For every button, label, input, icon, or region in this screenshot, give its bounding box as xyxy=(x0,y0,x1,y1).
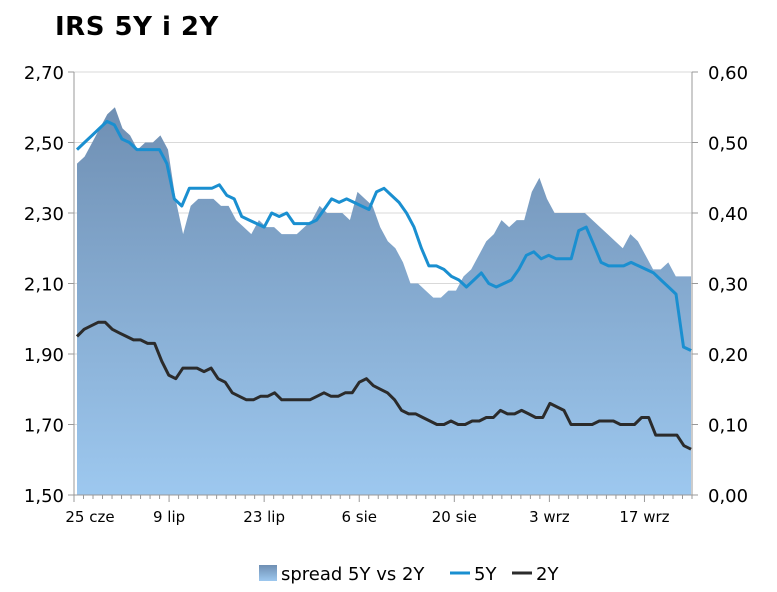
spread-area-series xyxy=(77,107,691,495)
y-right-tick-label: 0,40 xyxy=(708,204,748,225)
y-left-tick-label: 2,30 xyxy=(24,204,64,225)
chart-title: IRS 5Y i 2Y xyxy=(55,12,219,42)
y-left-tick-label: 2,10 xyxy=(24,275,64,296)
y-right-tick-label: 0,50 xyxy=(708,134,748,155)
y-right-tick-label: 0,60 xyxy=(708,63,748,84)
y-left-tick-label: 2,70 xyxy=(24,63,64,84)
y-left-tick-label: 1,90 xyxy=(24,345,64,366)
x-tick-label: 6 sie xyxy=(341,508,377,526)
y-right-tick-label: 0,00 xyxy=(708,486,748,507)
line-2y xyxy=(75,320,692,451)
x-tick-label: 20 sie xyxy=(432,508,477,526)
legend-label-spread: spread 5Y vs 2Y xyxy=(281,564,425,585)
legend-label-5y: 5Y xyxy=(474,564,497,585)
line-5y xyxy=(75,119,692,352)
x-tick-label: 23 lip xyxy=(243,508,285,526)
legend-label-2y: 2Y xyxy=(536,564,559,585)
axes: 1,50 1,70 1,90 2,10 2,30 2,50 2,70 0,00 0,10 0,20… xyxy=(24,63,748,526)
x-tick-label: 9 lip xyxy=(153,508,185,526)
y-left-tick-label: 2,50 xyxy=(24,134,64,155)
x-tick-label: 17 wrz xyxy=(619,508,669,526)
x-tick-label: 3 wrz xyxy=(529,508,570,526)
legend: spread 5Y vs 2Y 5Y 2Y xyxy=(259,564,559,585)
y-right-tick-label: 0,10 xyxy=(708,416,748,437)
spread-area xyxy=(77,107,691,495)
x-tick-label: 25 cze xyxy=(65,508,114,526)
legend-swatch-spread xyxy=(259,565,277,581)
line-series-group xyxy=(75,119,692,451)
y-right-tick-label: 0,20 xyxy=(708,345,748,366)
y-left-tick-label: 1,70 xyxy=(24,416,64,437)
y-right-tick-label: 0,30 xyxy=(708,275,748,296)
y-left-tick-label: 1,50 xyxy=(24,486,64,507)
